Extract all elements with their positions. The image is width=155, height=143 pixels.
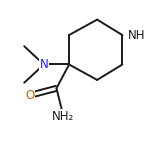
Text: NH: NH bbox=[128, 29, 146, 42]
Text: N: N bbox=[40, 58, 48, 71]
Text: O: O bbox=[25, 89, 34, 102]
Text: NH₂: NH₂ bbox=[52, 110, 75, 123]
